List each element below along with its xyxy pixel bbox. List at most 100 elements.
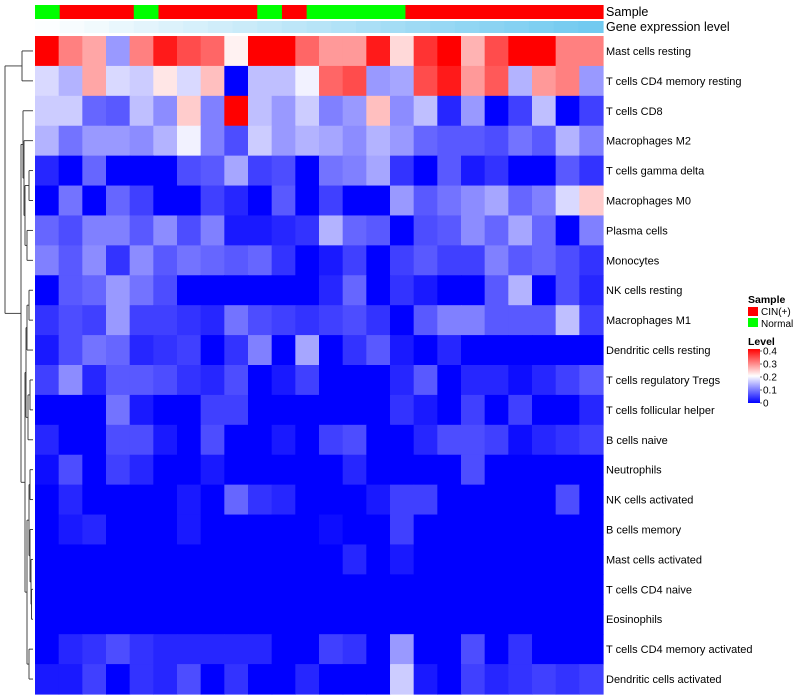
heatmap-cell <box>532 484 557 516</box>
heatmap-cell <box>508 185 533 217</box>
heatmap-cell <box>484 604 509 635</box>
heatmap-cell <box>437 245 462 276</box>
heatmap-cell <box>200 155 225 187</box>
heatmap-cell <box>390 335 415 366</box>
heatmap-cell <box>413 155 438 187</box>
heatmap-cell <box>224 634 249 665</box>
heatmap-cell <box>508 275 533 306</box>
heatmap-cell <box>555 305 580 336</box>
heatmap-cell <box>508 454 533 486</box>
heatmap-cell <box>579 664 604 695</box>
heatmap-cell <box>579 574 604 605</box>
heatmap-cell <box>508 36 533 67</box>
heatmap-cell <box>579 305 604 336</box>
heatmap-cell <box>366 305 391 336</box>
heatmap-cell <box>484 65 509 97</box>
heatmap-cell <box>129 335 154 366</box>
heatmap-cell <box>248 36 273 67</box>
heatmap-cell <box>271 95 296 127</box>
heatmap-cell <box>555 185 580 217</box>
heatmap-cell <box>106 514 131 546</box>
heatmap-cell <box>271 155 296 187</box>
heatmap-cell <box>437 604 462 635</box>
heatmap-cell <box>437 514 462 546</box>
heatmap-cell <box>177 454 202 486</box>
heatmap-cell <box>461 95 486 127</box>
heatmap-cell <box>295 155 320 187</box>
heatmap-cell <box>342 245 367 276</box>
heatmap-cell <box>295 514 320 546</box>
heatmap-cell <box>271 484 296 516</box>
heatmap-cell <box>224 185 249 217</box>
heatmap-cells <box>35 36 604 695</box>
heatmap-cell <box>532 305 557 336</box>
heatmap-cell <box>579 95 604 127</box>
heatmap-cell <box>106 215 131 246</box>
heatmap-cell <box>484 275 509 306</box>
heatmap-cell <box>366 484 391 516</box>
heatmap-cell <box>579 335 604 366</box>
heatmap-cell <box>106 335 131 366</box>
heatmap-cell <box>35 185 60 217</box>
expression-annotation-cell <box>35 21 61 33</box>
heatmap-cell <box>366 36 391 67</box>
heatmap-cell <box>58 604 83 635</box>
heatmap-cell <box>177 155 202 187</box>
heatmap-cell <box>200 424 225 456</box>
heatmap-cell <box>295 305 320 336</box>
heatmap-cell <box>35 245 60 276</box>
heatmap-cell <box>413 365 438 396</box>
sample-annotation-cell <box>84 5 110 19</box>
heatmap-cell <box>295 574 320 605</box>
heatmap-cell <box>177 604 202 635</box>
row-label: T cells CD4 memory activated <box>606 644 753 656</box>
heatmap-cell <box>58 245 83 276</box>
heatmap-cell <box>224 215 249 246</box>
expression-annotation-cell <box>306 21 332 33</box>
row-label: B cells naive <box>606 435 668 447</box>
expression-annotation-cell <box>109 21 135 33</box>
heatmap-cell <box>508 664 533 695</box>
heatmap-cell <box>82 365 107 396</box>
heatmap-cell <box>508 424 533 456</box>
heatmap-cell <box>82 305 107 336</box>
heatmap-cell <box>342 394 367 426</box>
heatmap-cell <box>82 125 107 157</box>
heatmap-cell <box>555 125 580 157</box>
heatmap-cell <box>413 215 438 246</box>
heatmap-cell <box>342 514 367 546</box>
heatmap-cell <box>579 604 604 635</box>
row-label: NK cells resting <box>606 285 682 297</box>
heatmap-cell <box>366 245 391 276</box>
heatmap-cell <box>129 365 154 396</box>
heatmap-cell <box>532 65 557 97</box>
heatmap-cell <box>295 544 320 575</box>
heatmap-cell <box>200 305 225 336</box>
heatmap-cell <box>413 664 438 695</box>
heatmap-cell <box>390 484 415 516</box>
heatmap-cell <box>484 424 509 456</box>
heatmap-cell <box>271 36 296 67</box>
heatmap-cell <box>248 634 273 665</box>
heatmap-cell <box>484 95 509 127</box>
heatmap-cell <box>106 454 131 486</box>
heatmap-cell <box>248 544 273 575</box>
heatmap-cell <box>413 514 438 546</box>
heatmap-cell <box>366 65 391 97</box>
heatmap-cell <box>153 424 178 456</box>
heatmap-cell <box>153 664 178 695</box>
row-label: Mast cells resting <box>606 46 691 58</box>
heatmap-cell <box>129 65 154 97</box>
heatmap-cell <box>129 155 154 187</box>
heatmap-cell <box>248 95 273 127</box>
sample-annotation-cell <box>158 5 184 19</box>
heatmap-cell <box>579 125 604 157</box>
heatmap-cell <box>248 454 273 486</box>
heatmap-cell <box>129 185 154 217</box>
heatmap-cell <box>177 275 202 306</box>
heatmap-cell <box>555 394 580 426</box>
heatmap-cell <box>413 604 438 635</box>
heatmap-cell <box>248 185 273 217</box>
heatmap-cell <box>106 36 131 67</box>
heatmap-cell <box>461 305 486 336</box>
